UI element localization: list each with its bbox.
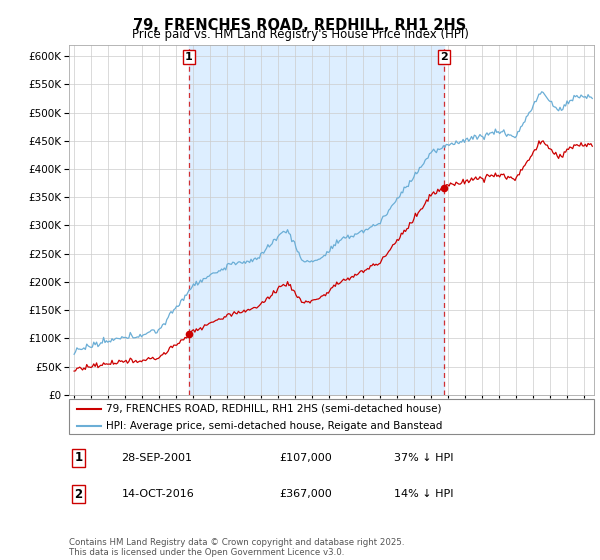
Text: 28-SEP-2001: 28-SEP-2001: [121, 453, 193, 463]
Text: £107,000: £107,000: [279, 453, 332, 463]
Bar: [189, 45, 445, 395]
Text: 14-OCT-2016: 14-OCT-2016: [121, 489, 194, 499]
Text: 1: 1: [74, 451, 82, 464]
Text: 2: 2: [440, 52, 448, 62]
Text: 14% ↓ HPI: 14% ↓ HPI: [395, 489, 454, 499]
Text: 79, FRENCHES ROAD, REDHILL, RH1 2HS: 79, FRENCHES ROAD, REDHILL, RH1 2HS: [133, 18, 467, 33]
Text: £367,000: £367,000: [279, 489, 332, 499]
Text: Contains HM Land Registry data © Crown copyright and database right 2025.
This d: Contains HM Land Registry data © Crown c…: [69, 538, 404, 557]
Text: 79, FRENCHES ROAD, REDHILL, RH1 2HS (semi-detached house): 79, FRENCHES ROAD, REDHILL, RH1 2HS (sem…: [106, 404, 441, 414]
Text: HPI: Average price, semi-detached house, Reigate and Banstead: HPI: Average price, semi-detached house,…: [106, 421, 442, 431]
Text: 1: 1: [185, 52, 193, 62]
Text: 2: 2: [74, 488, 82, 501]
Text: 37% ↓ HPI: 37% ↓ HPI: [395, 453, 454, 463]
Text: Price paid vs. HM Land Registry's House Price Index (HPI): Price paid vs. HM Land Registry's House …: [131, 28, 469, 41]
